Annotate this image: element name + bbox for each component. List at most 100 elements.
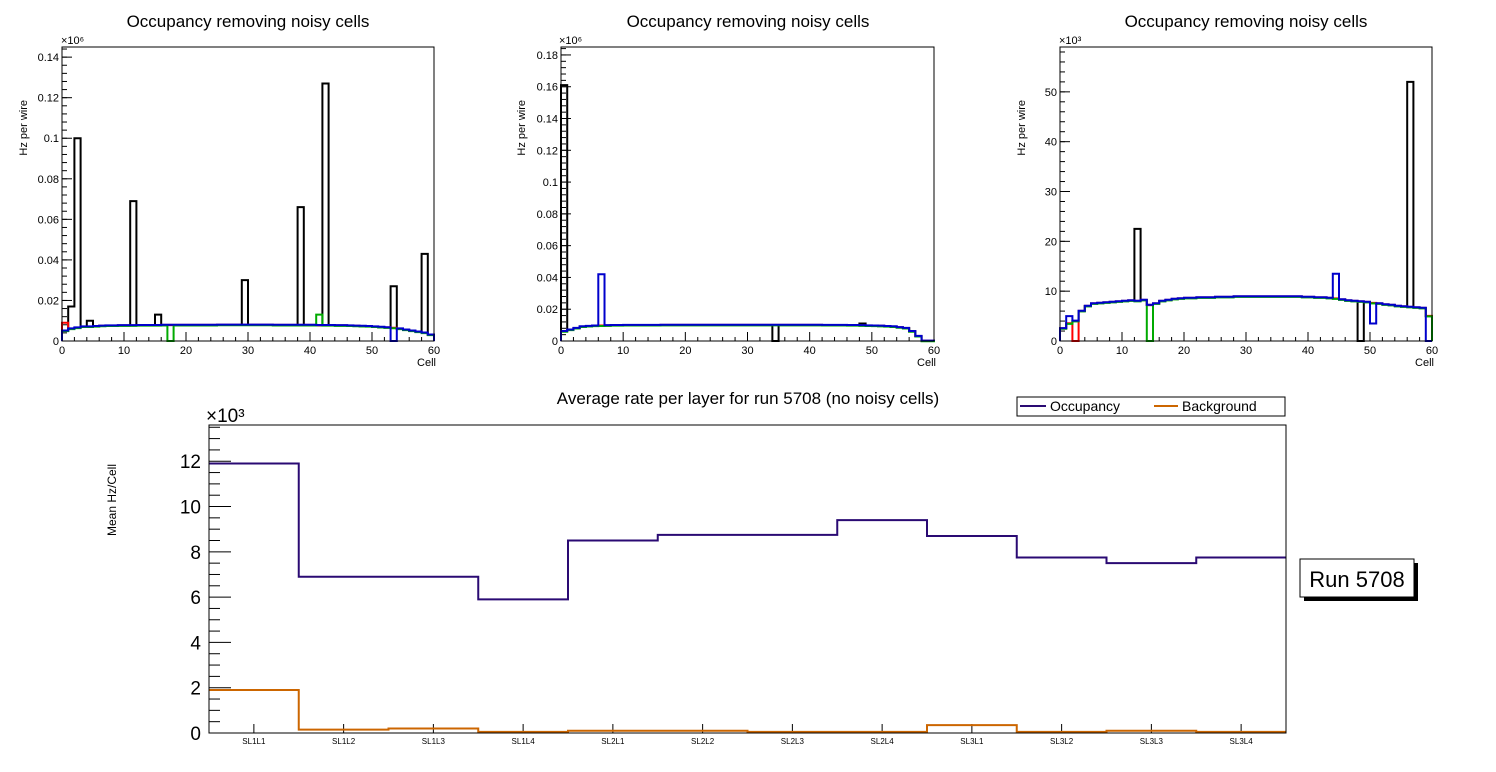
histogram-lines — [560, 84, 935, 343]
y-tick-label: 10 — [1045, 286, 1057, 298]
x-tick-label: 20 — [679, 345, 691, 357]
y-tick-label: 0.1 — [44, 133, 59, 145]
y-tick-label: 0.06 — [38, 214, 59, 226]
occupancy-panel-3: Occupancy removing noisy cells Hz per wi… — [1016, 12, 1438, 369]
panel-title: Occupancy removing noisy cells — [1125, 12, 1368, 31]
y-tick-label: 10 — [180, 498, 201, 519]
average-rate-panel: Average rate per layer for run 5708 (no … — [105, 389, 1287, 746]
x-tick-label: 50 — [366, 345, 378, 357]
plot-frame — [1059, 46, 1433, 342]
x-axis-label: Cell — [917, 357, 936, 369]
y-tick-label: 0.18 — [537, 50, 558, 62]
legend: Occupancy Background — [1016, 396, 1286, 417]
y-multiplier: ×10³ — [1059, 35, 1082, 47]
y-multiplier: ×10⁶ — [61, 35, 84, 47]
y-axis-label: Hz per wire — [1016, 100, 1028, 156]
histogram-layer4 — [61, 323, 435, 342]
y-tick-label: 0.12 — [38, 93, 59, 105]
x-tick-label: 40 — [304, 345, 316, 357]
run-label: Run 5708 — [1309, 567, 1404, 592]
y-tick-label: 0.14 — [38, 52, 59, 64]
x-category-label: SL3L2 — [1050, 737, 1074, 746]
run-label-box: Run 5708 — [1299, 558, 1418, 601]
y-tick-label: 0.12 — [537, 145, 558, 157]
x-category-label: SL1L2 — [332, 737, 356, 746]
panel-title: Average rate per layer for run 5708 (no … — [557, 389, 939, 408]
x-tick-label: 10 — [617, 345, 629, 357]
x-tick-label: 30 — [1240, 345, 1252, 357]
y-tick-label: 4 — [190, 633, 201, 654]
x-tick-label: 30 — [242, 345, 254, 357]
x-tick-label: 0 — [59, 345, 65, 357]
histogram-layer1 — [61, 82, 435, 341]
panel-title: Occupancy removing noisy cells — [127, 12, 370, 31]
legend-occupancy-label: Occupancy — [1050, 398, 1120, 414]
step-line-occupancy — [209, 462, 1286, 601]
x-tick-label: 60 — [428, 345, 440, 357]
x-tick-label: 20 — [1178, 345, 1190, 357]
y-tick-label: 0.02 — [537, 304, 558, 316]
x-tick-label: 20 — [180, 345, 192, 357]
y-tick-label: 0.1 — [543, 177, 558, 189]
x-tick-label: 60 — [928, 345, 940, 357]
x-tick-label: 60 — [1426, 345, 1438, 357]
x-axis-label: Cell — [417, 357, 436, 369]
x-tick-label: 50 — [866, 345, 878, 357]
y-multiplier: ×10³ — [206, 406, 245, 427]
x-tick-label: 40 — [1302, 345, 1314, 357]
y-tick-label: 40 — [1045, 137, 1057, 149]
plot-frame — [208, 424, 1287, 734]
x-tick-label: 0 — [1057, 345, 1063, 357]
axis-ticks: 0 10 20 30 40 50 60 0 10 20 30 40 50 — [1045, 51, 1438, 357]
y-tick-label: 0 — [53, 336, 59, 348]
panel-title: Occupancy removing noisy cells — [627, 12, 870, 31]
y-tick-label: 0 — [190, 724, 201, 745]
y-tick-label: 0.08 — [38, 174, 59, 186]
y-tick-label: 0 — [1051, 336, 1057, 348]
occupancy-panel-2: Occupancy removing noisy cells Hz per wi… — [516, 12, 940, 369]
occupancy-panel-1: Occupancy removing noisy cells Hz per wi… — [18, 12, 440, 369]
histogram-layer4 — [560, 273, 935, 342]
y-tick-label: 0.02 — [38, 295, 59, 307]
x-category-label: SL3L1 — [960, 737, 984, 746]
step-line-background — [209, 688, 1286, 733]
y-tick-label: 50 — [1045, 87, 1057, 99]
histogram-layer4 — [1059, 272, 1432, 342]
x-tick-label: 10 — [1116, 345, 1128, 357]
y-tick-label: 0.06 — [537, 241, 558, 253]
plot-frame — [560, 46, 935, 342]
x-tick-label: 10 — [118, 345, 130, 357]
y-tick-label: 0 — [552, 336, 558, 348]
y-tick-label: 12 — [180, 452, 201, 473]
y-tick-label: 6 — [190, 588, 201, 609]
axis-ticks: 0 10 20 30 40 50 60 0 0.02 0.04 0.06 0.08 0.1 0.12 0.1… — [38, 48, 440, 357]
y-tick-label: 0.14 — [537, 114, 558, 126]
step-lines — [209, 462, 1286, 733]
y-axis-label: Hz per wire — [18, 100, 30, 156]
x-category-label: SL3L4 — [1230, 737, 1254, 746]
axis-ticks: 0 10 20 30 40 50 60 0 0.02 0.04 0.06 0.08 0.1 0.12 0.1… — [537, 48, 940, 357]
axis-ticks: SL1L1 SL1L2 SL1L3 SL1L4 SL2L1 SL2L2 SL2L3 SL2L4… — [180, 426, 1254, 746]
y-tick-label: 20 — [1045, 236, 1057, 248]
y-tick-label: 0.08 — [537, 209, 558, 221]
histogram-lines — [61, 82, 435, 342]
x-category-label: SL3L3 — [1140, 737, 1164, 746]
y-tick-label: 0.04 — [537, 272, 558, 284]
y-tick-label: 30 — [1045, 187, 1057, 199]
y-axis-label: Mean Hz/Cell — [105, 464, 119, 536]
x-axis-label: Cell — [1415, 357, 1434, 369]
x-category-label: SL2L4 — [871, 737, 895, 746]
x-category-label: SL2L1 — [601, 737, 625, 746]
x-tick-label: 50 — [1364, 345, 1376, 357]
x-tick-label: 30 — [741, 345, 753, 357]
x-category-label: SL2L3 — [781, 737, 805, 746]
x-tick-label: 0 — [558, 345, 564, 357]
y-tick-label: 0.04 — [38, 255, 59, 267]
legend-box — [1016, 396, 1286, 417]
x-category-label: SL1L1 — [242, 737, 266, 746]
y-axis-label: Hz per wire — [516, 100, 528, 156]
y-multiplier: ×10⁶ — [559, 35, 582, 47]
x-tick-label: 40 — [804, 345, 816, 357]
histogram-lines — [1059, 80, 1433, 342]
